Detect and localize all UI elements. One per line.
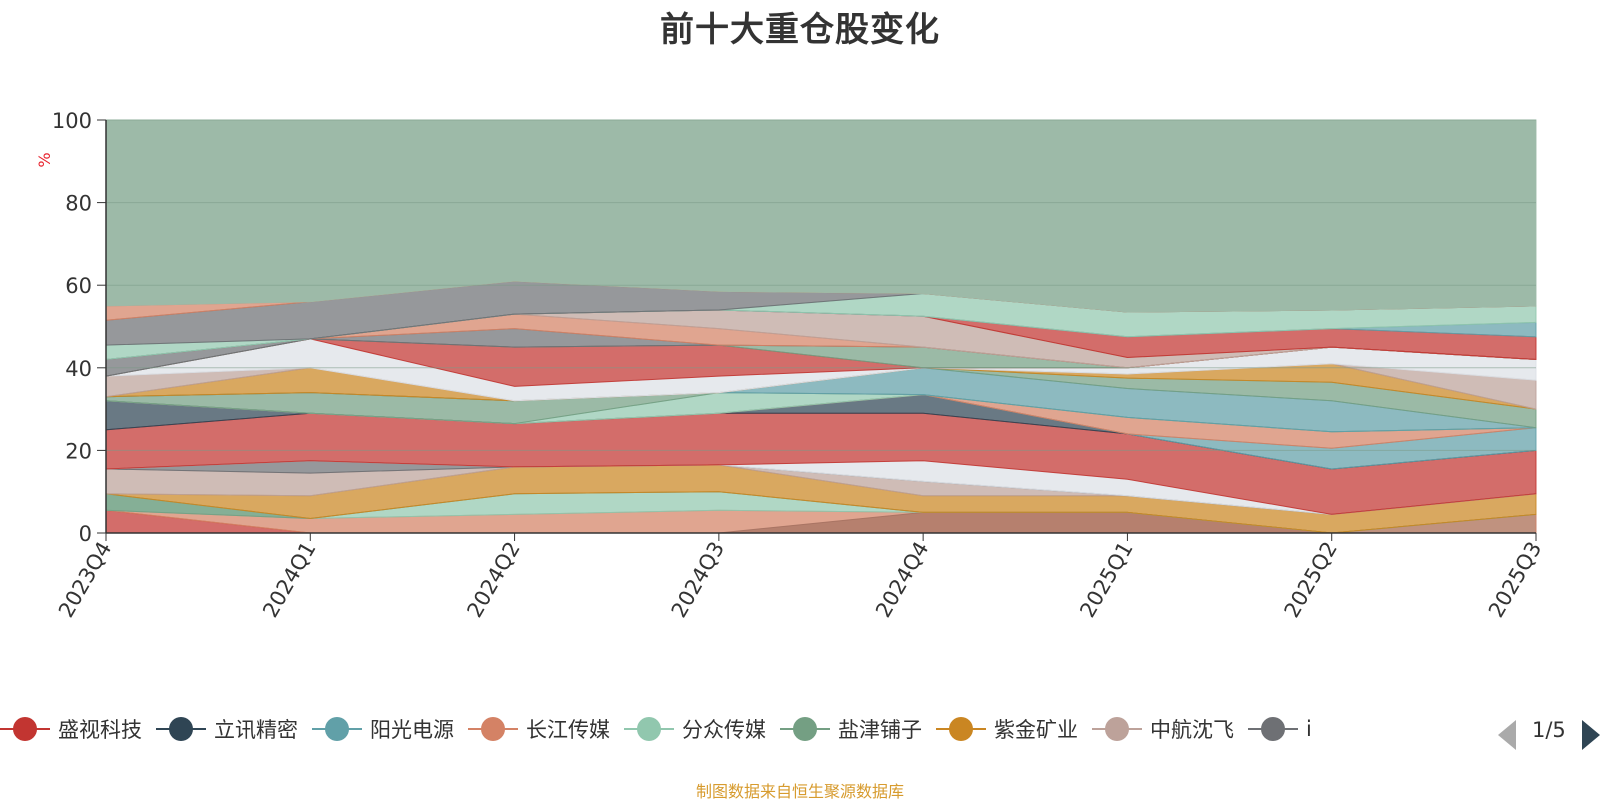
y-tick-label: 40 xyxy=(65,357,92,381)
y-tick-label: 60 xyxy=(65,274,92,298)
legend-dot xyxy=(793,717,817,741)
y-axis-label: % xyxy=(35,152,54,167)
y-tick-label: 0 xyxy=(79,522,92,546)
x-tick-label: 2024Q1 xyxy=(258,538,320,622)
legend-label: 紫金矿业 xyxy=(994,718,1078,742)
legend-item[interactable]: 阳光电源 xyxy=(312,714,454,744)
legend-marker-icon xyxy=(624,716,674,742)
legend-label: 阳光电源 xyxy=(370,718,454,742)
legend-label: 盐津铺子 xyxy=(838,718,922,742)
legend-item[interactable]: i xyxy=(1248,716,1312,742)
legend-pager: 1/5 xyxy=(1498,718,1600,752)
legend-item[interactable]: 立讯精密 xyxy=(156,714,298,744)
y-tick-label: 80 xyxy=(65,192,92,216)
legend-dot xyxy=(1261,717,1285,741)
legend-marker-icon xyxy=(0,716,50,742)
legend-item[interactable]: 长江传媒 xyxy=(468,714,610,744)
legend-dot xyxy=(637,717,661,741)
area-band-31 xyxy=(105,119,1537,313)
x-tick-label: 2024Q4 xyxy=(871,538,933,622)
legend-label: 盛视科技 xyxy=(58,718,142,742)
chart-title: 前十大重仓股变化 xyxy=(660,10,940,50)
legend-label: 长江传媒 xyxy=(526,718,610,742)
legend-dot xyxy=(325,717,349,741)
y-tick-label: 20 xyxy=(65,439,92,463)
x-tick-label: 2025Q3 xyxy=(1484,538,1546,622)
legend-marker-icon xyxy=(156,716,206,742)
legend-item[interactable]: 盛视科技 xyxy=(0,714,142,744)
legend-marker-icon xyxy=(780,716,830,742)
grid-lines xyxy=(106,119,1536,451)
legend-item[interactable]: 紫金矿业 xyxy=(936,714,1078,744)
pager-text: 1/5 xyxy=(1532,718,1566,742)
x-tick-label: 2024Q2 xyxy=(462,538,524,622)
y-tick-label: 100 xyxy=(52,109,92,133)
chart-canvas: 0 20 40 60 80 100 2023Q4 2024Q1 2024Q2 2024Q3 2024… xyxy=(35,109,1546,622)
legend-marker-icon xyxy=(936,716,986,742)
legend-item[interactable]: 分众传媒 xyxy=(624,714,766,744)
legend-item[interactable]: 盐津铺子 xyxy=(780,714,922,744)
source-note: 制图数据来自恒生聚源数据库 xyxy=(695,782,904,801)
legend-marker-icon xyxy=(1248,716,1298,742)
legend-marker-icon xyxy=(468,716,518,742)
legend-marker-icon xyxy=(1092,716,1142,742)
legend-marker-icon xyxy=(312,716,362,742)
area-bands xyxy=(105,119,1537,534)
legend-dot xyxy=(1105,717,1129,741)
legend-item[interactable]: 中航沈飞 xyxy=(1092,714,1234,744)
pager-next-icon[interactable] xyxy=(1582,720,1600,750)
x-tick-label: 2025Q1 xyxy=(1075,538,1137,622)
legend-dot xyxy=(13,717,37,741)
pager-prev-icon[interactable] xyxy=(1498,720,1516,750)
legend-label: 分众传媒 xyxy=(682,718,766,742)
x-tick-label: 2023Q4 xyxy=(54,538,116,622)
legend-dot xyxy=(949,717,973,741)
x-tick-label: 2024Q3 xyxy=(667,538,729,622)
legend: 盛视科技 立讯精密 阳光电源 长江传媒 分众传媒 盐津铺子 紫金矿业 中航沈飞 i xyxy=(0,714,1485,754)
legend-label: i xyxy=(1306,717,1312,741)
legend-label: 中航沈飞 xyxy=(1150,718,1234,742)
legend-dot xyxy=(169,717,193,741)
legend-label: 立讯精密 xyxy=(214,718,298,742)
legend-dot xyxy=(481,717,505,741)
x-tick-label: 2025Q2 xyxy=(1280,538,1342,622)
